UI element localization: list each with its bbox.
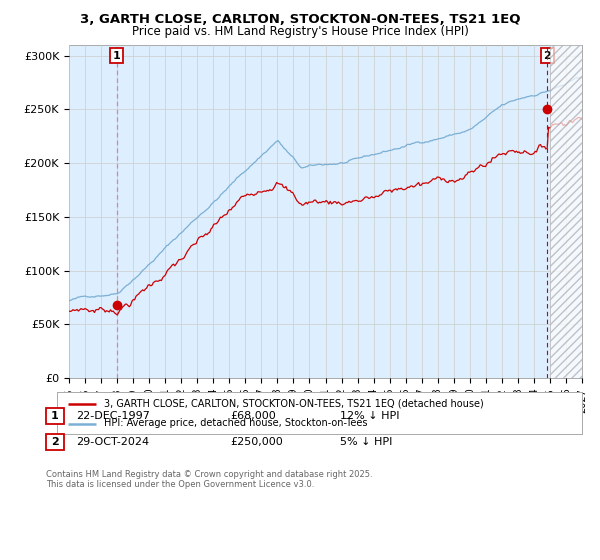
Bar <box>550 45 582 378</box>
Text: £68,000: £68,000 <box>230 411 276 421</box>
Text: £250,000: £250,000 <box>230 437 283 447</box>
Text: 12% ↓ HPI: 12% ↓ HPI <box>340 411 400 421</box>
FancyBboxPatch shape <box>46 408 64 424</box>
Text: 5% ↓ HPI: 5% ↓ HPI <box>340 437 392 447</box>
Text: 3, GARTH CLOSE, CARLTON, STOCKTON-ON-TEES, TS21 1EQ (detached house): 3, GARTH CLOSE, CARLTON, STOCKTON-ON-TEE… <box>104 399 484 409</box>
Text: HPI: Average price, detached house, Stockton-on-Tees: HPI: Average price, detached house, Stoc… <box>104 418 368 428</box>
Text: 22-DEC-1997: 22-DEC-1997 <box>76 411 150 421</box>
Text: Contains HM Land Registry data © Crown copyright and database right 2025.
This d: Contains HM Land Registry data © Crown c… <box>46 470 373 489</box>
Text: 2: 2 <box>51 437 59 447</box>
Text: 3, GARTH CLOSE, CARLTON, STOCKTON-ON-TEES, TS21 1EQ: 3, GARTH CLOSE, CARLTON, STOCKTON-ON-TEE… <box>80 13 520 26</box>
Text: 1: 1 <box>113 50 121 60</box>
Text: Price paid vs. HM Land Registry's House Price Index (HPI): Price paid vs. HM Land Registry's House … <box>131 25 469 38</box>
Text: 2: 2 <box>544 50 551 60</box>
Text: 1: 1 <box>51 411 59 421</box>
Text: 29-OCT-2024: 29-OCT-2024 <box>76 437 149 447</box>
FancyBboxPatch shape <box>46 434 64 450</box>
